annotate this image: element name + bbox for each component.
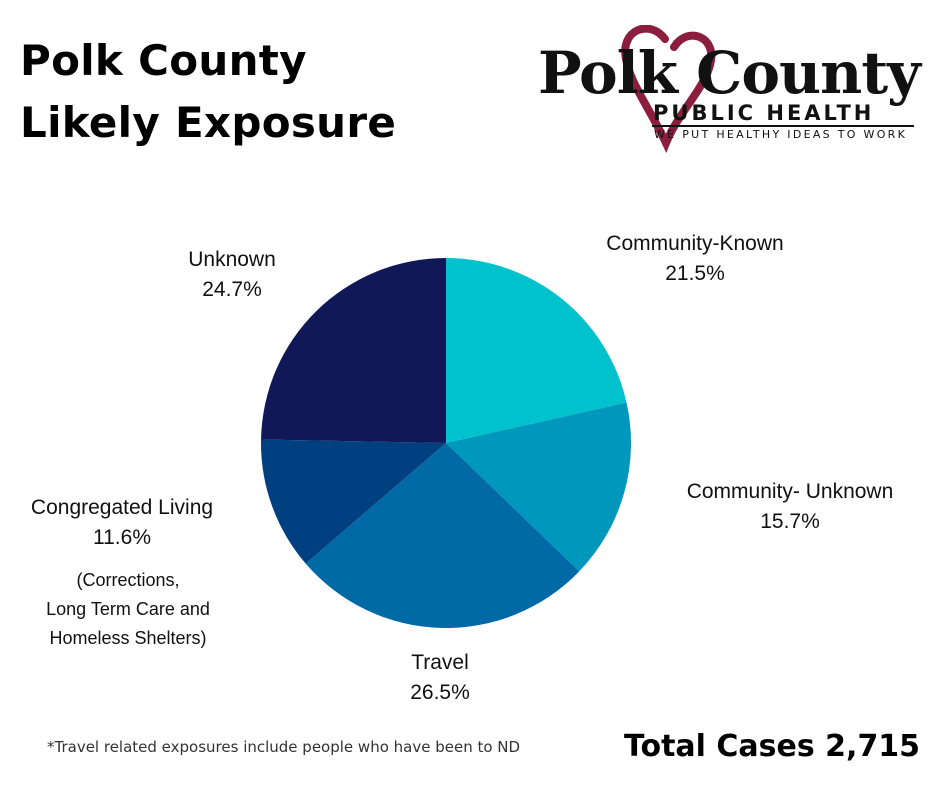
polk-county-public-health-logo: Polk County PUBLIC HEALTH WE PUT HEALTHY… [530,25,930,155]
label-community-known-name: Community-Known [606,232,784,255]
label-community-unknown: Community- Unknown 15.7% [664,477,916,537]
note-line-3: Homeless Shelters) [49,628,207,648]
label-congregated-living-value: 11.6% [93,526,151,549]
logo-subtitle: PUBLIC HEALTH [653,101,875,125]
logo-divider [652,125,914,127]
label-travel: Travel 26.5% [360,648,520,708]
slice-congregated-living [261,439,446,564]
title-line-2: Likely Exposure [20,98,397,147]
page-title: Polk County Likely Exposure [20,30,396,154]
label-community-unknown-value: 15.7% [760,510,820,533]
label-unknown-name: Unknown [188,248,276,271]
logo-wordmark: Polk County [538,39,921,107]
label-community-known: Community-Known 21.5% [582,229,808,289]
label-travel-name: Travel [411,651,469,674]
label-community-known-value: 21.5% [665,262,725,285]
slice-travel [305,443,580,629]
label-unknown: Unknown 24.7% [152,245,312,305]
logo-tagline: WE PUT HEALTHY IDEAS TO WORK [654,128,908,141]
heart-icon [621,25,716,154]
congregated-living-note: (Corrections, Long Term Care and Homeles… [10,566,246,653]
label-congregated-living: Congregated Living 11.6% [6,493,238,553]
title-line-1: Polk County [20,36,307,85]
travel-footnote: *Travel related exposures include people… [47,738,521,756]
slice-community-known [446,258,627,443]
total-cases: Total Cases 2,715 [624,729,921,764]
label-community-unknown-name: Community- Unknown [686,480,894,503]
label-unknown-value: 24.7% [202,278,262,301]
note-line-2: Long Term Care and [46,599,210,619]
label-congregated-living-name: Congregated Living [30,496,214,519]
slice-community-unknown [446,402,631,572]
note-line-1: (Corrections, [76,570,180,590]
label-travel-value: 26.5% [410,681,470,704]
slice-unknown [261,258,446,443]
